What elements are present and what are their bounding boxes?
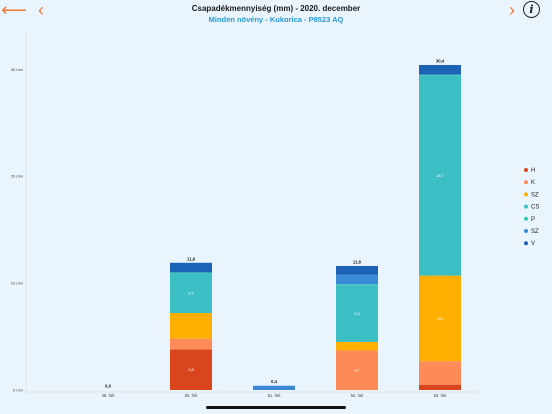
legend-swatch — [524, 204, 528, 209]
bar-segment[interactable] — [419, 361, 461, 385]
bar-segment[interactable] — [336, 350, 378, 390]
bar-segment[interactable] — [170, 338, 212, 350]
bar-segment[interactable] — [419, 75, 461, 276]
x-category-label: 52. hét — [351, 393, 365, 398]
bar-segment[interactable] — [336, 285, 378, 342]
bar-segment[interactable] — [170, 272, 212, 274]
x-category-label: 50. hét — [185, 393, 199, 398]
segment-value-label: 18,7 — [436, 173, 445, 178]
bars-group: 0,0 3,8 3,7 11,9 0,4 3,7 5,3 11,6 8,0 18,7 30,4 — [105, 59, 461, 390]
segment-value-label: 3,7 — [188, 291, 194, 296]
legend-label: SZ — [531, 192, 539, 198]
x-category-label: 49. hét — [102, 393, 116, 398]
header-bar: ⟵ ‹ Csapadékmennyiség (mm) - 2020. decem… — [0, 0, 552, 30]
bar-segment[interactable] — [170, 273, 212, 314]
chevron-right-icon[interactable]: › — [509, 0, 515, 20]
y-tick-label: 10 mm — [11, 281, 24, 286]
legend-label: SZ — [531, 229, 539, 235]
segment-value-label: 5,3 — [354, 311, 360, 316]
chart-title: Csapadékmennyiség (mm) - 2020. december — [191, 4, 361, 13]
bar-total-label: 0,0 — [105, 384, 112, 389]
legend-label: CS — [531, 205, 539, 211]
home-indicator — [206, 406, 346, 409]
chevron-left-icon[interactable]: ‹ — [38, 0, 44, 20]
bar-segment[interactable] — [336, 265, 378, 275]
legend: HK SZ CS P SZ V — [524, 168, 539, 247]
legend-swatch — [524, 241, 528, 246]
legend-label: K — [531, 180, 535, 186]
segment-value-label: 3,8 — [188, 367, 194, 372]
y-tick-label: 0 mm — [13, 388, 24, 393]
segment-value-label: 3,7 — [354, 368, 360, 373]
bar-segment[interactable] — [170, 262, 212, 273]
y-axis-ticks: 0 mm 10 mm 20 mm 30 mm — [11, 67, 24, 393]
segment-value-label: 8,0 — [437, 316, 443, 321]
bar-segment[interactable] — [336, 274, 378, 285]
arrow-left-icon[interactable]: ⟵ — [1, 0, 27, 20]
bar-total-label: 0,4 — [271, 379, 278, 384]
info-icon[interactable]: i — [523, 1, 540, 18]
legend-label: V — [531, 241, 535, 247]
legend-swatch — [524, 180, 528, 185]
bar-segment[interactable] — [336, 284, 378, 286]
x-category-label: 53. hét — [434, 393, 448, 398]
legend-swatch — [524, 229, 528, 233]
bar-segment[interactable] — [419, 74, 461, 76]
legend-swatch — [524, 168, 528, 172]
bar-total-label: 11,9 — [187, 256, 196, 261]
legend-label: P — [531, 217, 535, 223]
x-axis-categories: 49. hét 50. hét 51. hét 52. hét 53. hét — [102, 393, 448, 398]
y-tick-label: 30 mm — [11, 67, 24, 72]
bar-segment[interactable] — [253, 385, 295, 390]
bar-total-label: 30,4 — [436, 59, 445, 64]
bar-segment[interactable] — [419, 275, 461, 362]
x-category-label: 51. hét — [268, 393, 282, 398]
bar-segment[interactable] — [419, 384, 461, 390]
bar-segment[interactable] — [170, 349, 212, 390]
chart-subtitle: Minden növény - Kukorica - P8523 AQ — [208, 15, 344, 24]
bar-segment[interactable] — [170, 313, 212, 339]
legend-label: H — [531, 168, 535, 174]
bar-segment[interactable] — [336, 341, 378, 351]
legend-swatch — [524, 192, 528, 197]
y-tick-label: 20 mm — [11, 174, 24, 179]
bar-segment[interactable] — [419, 65, 461, 75]
legend-swatch — [524, 216, 528, 221]
bar-total-label: 11,6 — [353, 259, 362, 264]
